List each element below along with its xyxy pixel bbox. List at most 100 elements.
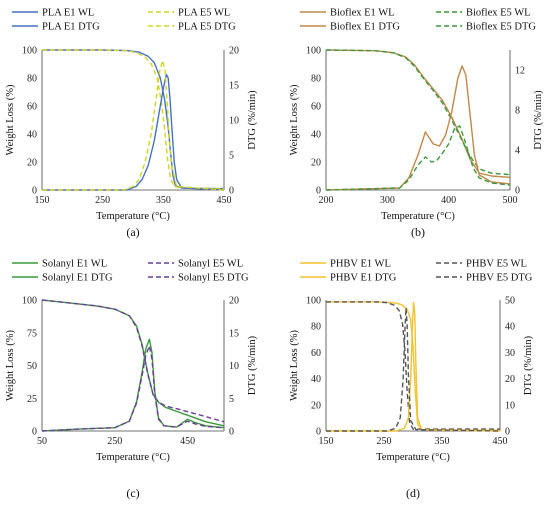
legend-label-phbv-e1-dtg: PHBV E1 DTG (330, 273, 397, 284)
legend-label-bioflex-e5-dtg: Bioflex E5 DTG (466, 22, 536, 33)
legend-label-solanyl-e1-dtg: Solanyl E1 DTG (42, 273, 113, 284)
series-line-solanyl-e1-dtg (41, 338, 225, 432)
y2-axis-title: DTG (%/min) (247, 90, 258, 150)
y2-tick-label: 15 (229, 328, 239, 339)
y2-tick-label: 10 (505, 400, 515, 411)
panel-label: (d) (406, 486, 420, 500)
series-line-solanyl-e5-dtg (41, 345, 225, 432)
series-line-bioflex-e1-wl (325, 49, 511, 179)
y-tick-label: 40 (27, 130, 37, 141)
x-tick-label: 150 (35, 195, 50, 206)
y-tick-label: 60 (311, 102, 321, 113)
y-tick-label: 0 (32, 427, 37, 438)
series-line-solanyl-e5-wl (41, 299, 225, 423)
x-tick-label: 400 (441, 195, 456, 206)
y2-tick-label: 0 (229, 186, 234, 197)
panel-label: (b) (411, 225, 425, 239)
x-tick-label: 250 (95, 195, 110, 206)
y-tick-label: 0 (316, 186, 321, 197)
legend-label-solanyl-e5-wl: Solanyl E5 WL (178, 259, 243, 270)
series-line-pla-e5-wl (42, 49, 225, 190)
legend-label-pla-e1-dtg: PLA E1 DTG (42, 22, 100, 33)
y2-axis-title: DTG (%/min) (523, 335, 534, 395)
y-tick-label: 60 (311, 348, 321, 359)
legend-label-phbv-e1-wl: PHBV E1 WL (330, 259, 391, 270)
y-tick-label: 75 (27, 328, 37, 339)
series-line-pla-e5-dtg (42, 59, 225, 191)
legend-label-solanyl-e1-wl: Solanyl E1 WL (42, 259, 107, 270)
chart-panel-3: 50 250 450 0 25 50 75 100 0 5 10 15 20 Temperature (°… (5, 259, 258, 501)
x-tick-label: 450 (493, 436, 508, 447)
y-tick-label: 20 (311, 158, 321, 169)
x-tick-label: 350 (435, 436, 450, 447)
y-tick-label: 20 (27, 158, 37, 169)
y2-tick-label: 30 (505, 348, 515, 359)
y2-tick-label: 0 (229, 427, 234, 438)
chart-panel-1: 150 250 350 45002040608010005101520Temperat… (5, 8, 258, 240)
x-axis-title: Temperature (°C) (96, 452, 170, 463)
y-axis-title: Weight Loss (%) (289, 330, 300, 401)
y2-axis-title: DTG (%/min) (247, 335, 258, 395)
chart-panel-4: 150 250 350 45002040608010001020304050Tempe… (289, 259, 534, 501)
y-tick-label: 80 (311, 322, 321, 333)
y2-tick-label: 20 (505, 374, 515, 385)
y2-tick-label: 0 (505, 427, 510, 438)
x-axis-title: Temperature (°C) (376, 452, 450, 463)
legend-label-bioflex-e1-dtg: Bioflex E1 DTG (330, 22, 400, 33)
x-axis-title: Temperature (°C) (381, 211, 455, 222)
chart-panel-2: 200 300 400 50002040608010004812Temperature… (289, 8, 544, 240)
x-tick-label: 350 (156, 195, 171, 206)
y-tick-label: 100 (306, 296, 321, 307)
y-tick-label: 20 (311, 400, 321, 411)
x-tick-label: 300 (380, 195, 395, 206)
y2-tick-label: 5 (229, 394, 234, 405)
legend-label-pla-e5-dtg: PLA E5 DTG (178, 22, 236, 33)
panel-label: (a) (126, 225, 139, 239)
y2-tick-label: 10 (229, 116, 239, 127)
legend-label-bioflex-e1-wl: Bioflex E1 WL (330, 8, 395, 19)
panel-label: (c) (126, 486, 139, 500)
x-tick-label: 500 (503, 195, 518, 206)
x-tick-label: 250 (107, 436, 122, 447)
y2-tick-label: 0 (515, 186, 520, 197)
legend-label-solanyl-e5-dtg: Solanyl E5 DTG (178, 273, 249, 284)
y2-tick-label: 5 (229, 151, 234, 162)
y-tick-label: 100 (22, 296, 37, 307)
x-tick-label: 150 (319, 436, 334, 447)
legend-label-pla-e1-wl: PLA E1 WL (42, 8, 94, 19)
y2-tick-label: 20 (229, 46, 239, 57)
series-line-pla-e1-wl (42, 49, 225, 190)
x-tick-label: 450 (217, 195, 232, 206)
y2-tick-label: 4 (515, 146, 520, 157)
y-tick-label: 40 (311, 130, 321, 141)
y2-tick-label: 8 (515, 106, 520, 117)
legend-label-phbv-e5-wl: PHBV E5 WL (466, 259, 527, 270)
x-tick-label: 200 (319, 195, 334, 206)
y-tick-label: 100 (22, 46, 37, 57)
x-tick-label: 450 (180, 436, 195, 447)
y-axis-title: Weight Loss (%) (5, 330, 16, 401)
x-axis-title: Temperature (°C) (96, 211, 170, 222)
series-line-bioflex-e5-dtg (325, 125, 511, 191)
y2-tick-label: 40 (505, 322, 515, 333)
x-tick-label: 250 (377, 436, 392, 447)
series-line-phbv-e5-dtg (326, 307, 501, 432)
y-tick-label: 50 (27, 361, 37, 372)
y2-tick-label: 12 (515, 66, 525, 77)
series-line-pla-e1-dtg (42, 73, 225, 191)
y-tick-label: 80 (311, 74, 321, 85)
legend-label-pla-e5-wl: PLA E5 WL (178, 8, 230, 19)
y-tick-label: 0 (32, 186, 37, 197)
y2-axis-title: DTG (%/min) (533, 90, 544, 150)
y-tick-label: 80 (27, 74, 37, 85)
y-tick-label: 100 (306, 46, 321, 57)
series-line-phbv-e1-dtg (326, 301, 501, 432)
y2-tick-label: 20 (229, 296, 239, 307)
y-axis-title: Weight Loss (%) (289, 84, 300, 155)
y-tick-label: 60 (27, 102, 37, 113)
series-line-bioflex-e1-dtg (325, 65, 511, 191)
series-line-solanyl-e1-wl (41, 299, 225, 427)
y2-tick-label: 10 (229, 361, 239, 372)
